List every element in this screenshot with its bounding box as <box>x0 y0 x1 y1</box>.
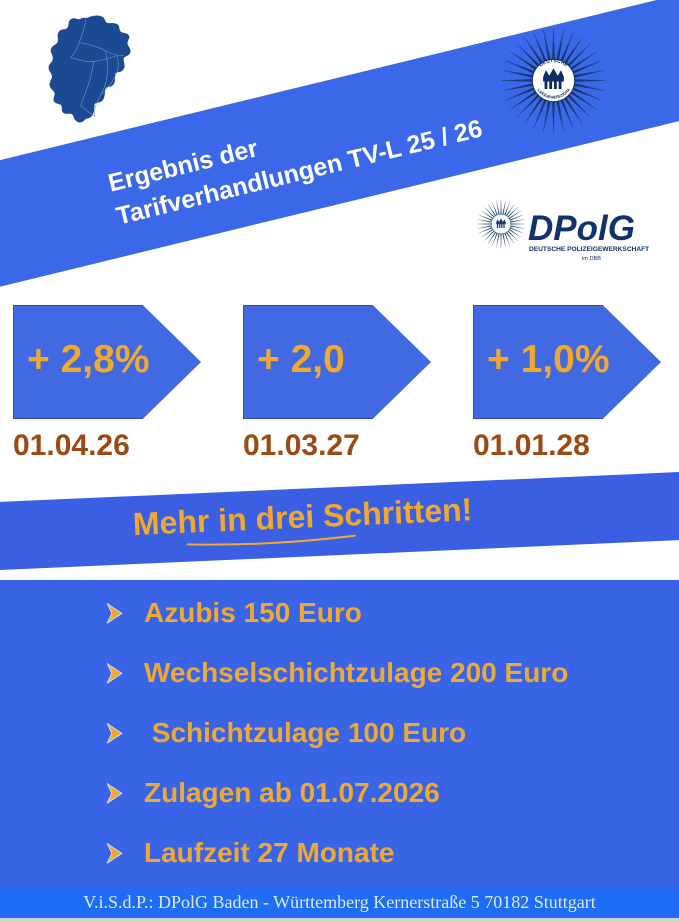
svg-text:im DBB: im DBB <box>582 256 601 262</box>
svg-text:DEUTSCHE POLIZEIGEWERKSCHAFT: DEUTSCHE POLIZEIGEWERKSCHAFT <box>529 246 649 253</box>
svg-text:DPolG: DPolG <box>528 209 635 248</box>
